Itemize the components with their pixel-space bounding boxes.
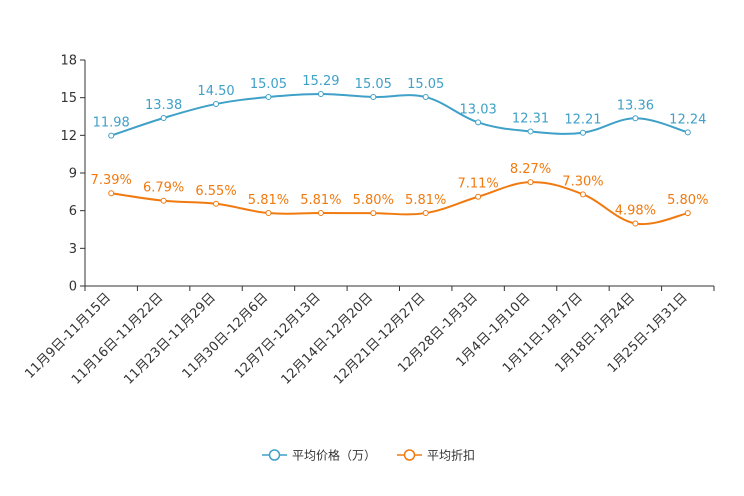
- data-label: 5.81%: [405, 193, 446, 208]
- data-label: 13.36: [617, 98, 654, 113]
- data-label: 6.55%: [195, 184, 236, 199]
- data-point: [632, 220, 639, 227]
- y-tick-label: 18: [60, 54, 77, 69]
- data-label: 13.38: [145, 98, 182, 113]
- data-point: [684, 210, 691, 217]
- data-point: [422, 94, 429, 101]
- y-tick-label: 3: [69, 242, 77, 257]
- data-point: [632, 115, 639, 122]
- data-label: 15.05: [355, 77, 392, 92]
- y-tick-label: 9: [69, 167, 77, 182]
- data-point: [160, 197, 167, 204]
- chart-axes: 0 3 6 9 12 15 18 11月9日-11月15日11月16日-11月22日11月23…: [22, 54, 715, 388]
- data-point: [160, 115, 167, 122]
- data-point: [370, 210, 377, 217]
- chart-legend: 平均价格（万） 平均折扣: [262, 448, 475, 463]
- data-point: [265, 94, 272, 101]
- data-label: 5.80%: [353, 193, 394, 208]
- data-point: [422, 210, 429, 217]
- data-point: [265, 210, 272, 217]
- data-point: [475, 119, 482, 126]
- data-label: 15.05: [407, 77, 444, 92]
- y-tick-label: 6: [69, 204, 77, 219]
- x-tick-label: 11月9日-11月15日: [22, 290, 114, 382]
- y-tick-label: 15: [60, 91, 77, 106]
- data-point: [108, 132, 115, 139]
- data-label: 4.98%: [615, 203, 656, 218]
- legend-label: 平均价格（万）: [292, 448, 376, 463]
- legend-marker: [268, 449, 281, 461]
- data-point: [213, 100, 220, 107]
- series-layer: 11.98 13.38 14.50 15.05 15.29 15.05 15.05 13.03…: [91, 74, 708, 227]
- data-point: [370, 94, 377, 101]
- data-point: [579, 129, 586, 136]
- data-point: [527, 179, 534, 186]
- data-point: [684, 129, 691, 136]
- series-line: [110, 93, 689, 137]
- data-label: 12.21: [564, 113, 601, 128]
- data-point: [475, 193, 482, 200]
- series-0: 11.98 13.38 14.50 15.05 15.29 15.05 15.05 13.03…: [93, 74, 706, 139]
- data-point: [579, 191, 586, 198]
- x-tick-label: 12月21日-12月27日: [331, 290, 428, 387]
- legend-item: 平均价格（万）: [262, 448, 376, 463]
- data-point: [527, 128, 534, 135]
- data-point: [108, 190, 115, 197]
- legend-label: 平均折扣: [427, 448, 475, 463]
- series-line: [111, 181, 689, 226]
- x-tick-label: 11月23日-11月29日: [121, 290, 218, 387]
- legend-marker: [403, 449, 416, 461]
- data-label: 15.29: [302, 74, 339, 89]
- data-label: 14.50: [197, 84, 234, 99]
- data-point: [317, 210, 324, 217]
- data-label: 13.03: [460, 102, 497, 117]
- data-label: 8.27%: [510, 162, 551, 177]
- data-label: 5.81%: [300, 193, 341, 208]
- data-label: 5.81%: [248, 193, 289, 208]
- data-point: [317, 91, 324, 98]
- legend-item: 平均折扣: [397, 448, 475, 463]
- data-label: 5.80%: [667, 193, 708, 208]
- data-label: 12.31: [512, 111, 549, 126]
- y-tick-label: 12: [60, 129, 77, 144]
- x-tick-label: 12月14日-12月20日: [279, 290, 376, 387]
- x-tick-label: 11月16日-11月22日: [69, 290, 166, 387]
- data-label: 7.30%: [562, 174, 603, 189]
- y-tick-label: 0: [69, 280, 77, 295]
- data-label: 15.05: [250, 77, 287, 92]
- data-point: [213, 200, 220, 207]
- data-label: 7.39%: [91, 173, 132, 188]
- data-label: 12.24: [669, 112, 706, 127]
- data-label: 11.98: [93, 116, 130, 131]
- data-label: 6.79%: [143, 181, 184, 196]
- data-label: 7.11%: [457, 177, 498, 192]
- series-1: 7.39% 6.79% 6.55% 5.81% 5.81% 5.80% 5.81% 7.11%…: [91, 162, 708, 227]
